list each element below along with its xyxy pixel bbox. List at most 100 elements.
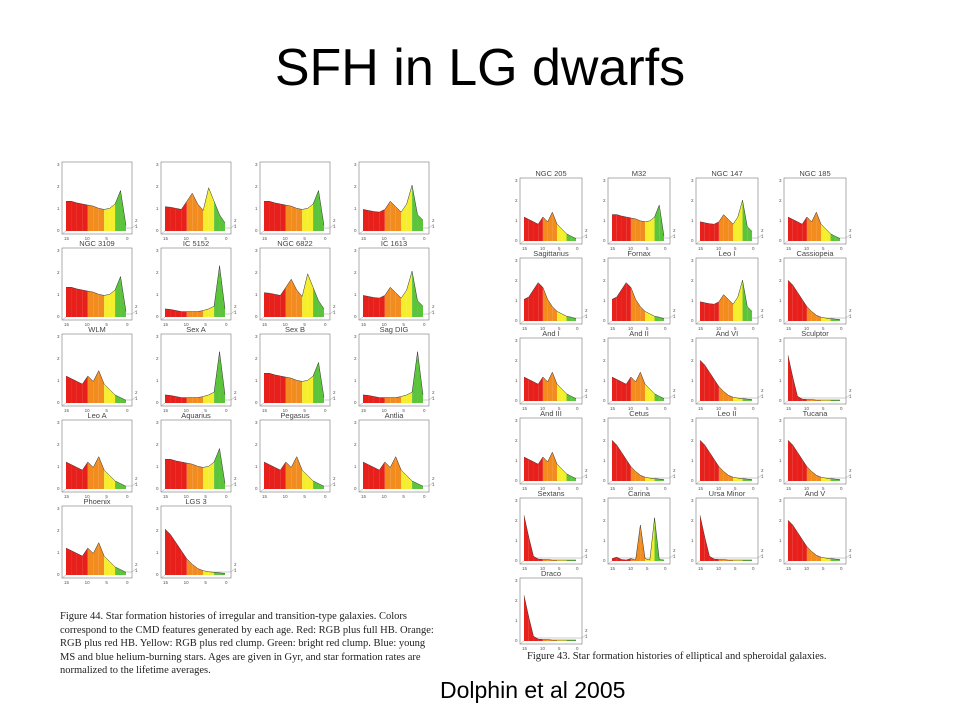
sfh-band	[571, 476, 576, 481]
sfh-band	[616, 557, 622, 561]
x-tick-label: 5	[558, 646, 561, 651]
sfh-band	[363, 295, 369, 317]
sfh-band	[792, 445, 798, 481]
y-tick-label: 2	[603, 278, 606, 283]
sfh-band	[170, 395, 176, 403]
y-tick-label: 2	[354, 356, 357, 361]
depth-tick-label: 1	[761, 234, 764, 239]
sfh-band	[76, 288, 83, 317]
sfh-band	[104, 556, 110, 575]
depth-tick-label: 1	[135, 310, 138, 315]
sfh-band	[76, 202, 83, 231]
y-tick-label: 2	[515, 518, 518, 523]
x-tick-label: 0	[423, 322, 426, 327]
panel-label: And I	[542, 329, 560, 338]
sfh-band	[390, 397, 396, 403]
sfh-band	[802, 459, 807, 481]
sfh-band	[373, 467, 380, 489]
sfh-band	[390, 287, 396, 317]
sfh-band	[412, 480, 418, 489]
x-tick-label: 10	[85, 408, 91, 413]
sfh-band	[175, 310, 182, 317]
x-tick-label: 15	[522, 246, 528, 251]
sfh-band	[203, 187, 209, 231]
sfh-band	[401, 204, 407, 231]
depth-tick-label: 1	[432, 224, 435, 229]
sfh-band	[630, 217, 636, 241]
x-tick-label: 5	[105, 236, 108, 241]
sfh-band	[737, 280, 743, 321]
y-tick-label: 3	[515, 578, 518, 583]
sfh-band	[538, 217, 543, 241]
x-tick-label: 10	[85, 236, 91, 241]
y-tick-label: 3	[156, 162, 159, 167]
y-tick-label: 1	[691, 538, 694, 543]
depth-tick-label: 2	[673, 548, 676, 553]
sfh-band	[825, 318, 831, 321]
sfh-band	[723, 391, 729, 401]
sfh-band	[379, 397, 385, 403]
figure-43-caption: Figure 43. Star formation histories of e…	[527, 651, 827, 662]
sfh-band	[659, 317, 664, 321]
x-tick-label: 0	[664, 566, 667, 571]
sfh-band	[714, 379, 719, 401]
y-tick-label: 0	[603, 238, 606, 243]
sfh-band	[318, 483, 324, 489]
sfh-band	[175, 396, 182, 403]
sfh-band	[714, 221, 719, 241]
x-tick-label: 5	[822, 326, 825, 331]
depth-tick-label: 2	[849, 468, 852, 473]
y-tick-label: 2	[779, 278, 782, 283]
sfh-band	[285, 377, 292, 403]
y-tick-label: 3	[603, 498, 606, 503]
depth-tick-label: 2	[333, 476, 336, 481]
y-tick-label: 2	[779, 358, 782, 363]
panel-label: NGC 147	[711, 169, 742, 178]
sfh-band	[640, 220, 646, 241]
x-tick-label: 0	[126, 322, 129, 327]
x-tick-label: 5	[204, 322, 207, 327]
y-tick-label: 2	[354, 442, 357, 447]
y-tick-label: 0	[515, 318, 518, 323]
x-tick-label: 10	[184, 580, 190, 585]
sfh-band	[186, 311, 193, 317]
sfh-band	[406, 392, 413, 403]
sfh-band	[313, 287, 319, 317]
y-tick-label: 1	[255, 206, 258, 211]
sfh-band	[214, 265, 220, 317]
sfh-band	[528, 617, 534, 641]
x-tick-label: 0	[225, 408, 228, 413]
x-tick-label: 5	[734, 246, 737, 251]
panel-label: Sex A	[186, 325, 206, 334]
panel-label: Leo I	[719, 249, 736, 258]
x-tick-label: 10	[382, 236, 388, 241]
y-tick-label: 0	[156, 314, 159, 319]
x-tick-label: 0	[126, 580, 129, 585]
panel-label: Ursa Minor	[709, 489, 746, 498]
sfh-band	[104, 384, 110, 403]
x-tick-label: 5	[646, 246, 649, 251]
y-tick-label: 2	[515, 278, 518, 283]
sfh-band	[390, 201, 396, 231]
sfh-band	[175, 208, 182, 231]
sfh-band	[93, 206, 99, 231]
sfh-band	[87, 462, 94, 489]
y-tick-label: 3	[156, 506, 159, 511]
sfh-band	[363, 462, 369, 489]
sfh-band	[542, 287, 548, 321]
sfh-band	[186, 558, 193, 575]
depth-tick-label: 1	[585, 234, 588, 239]
sfh-band	[203, 308, 209, 317]
y-tick-label: 3	[156, 248, 159, 253]
y-tick-label: 3	[515, 178, 518, 183]
y-tick-label: 0	[354, 314, 357, 319]
sfh-band	[723, 294, 729, 321]
y-tick-label: 1	[603, 298, 606, 303]
